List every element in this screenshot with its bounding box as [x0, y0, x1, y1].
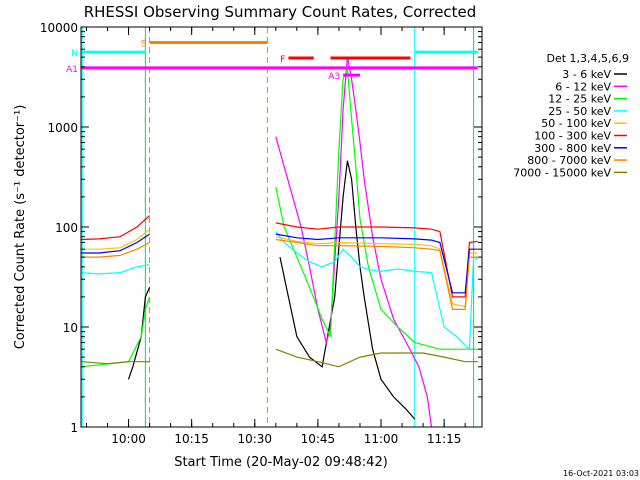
legend-label: 800 - 7000 keV	[527, 154, 611, 167]
legend-label: 50 - 100 keV	[541, 117, 611, 130]
x-tick-label: 11:00	[364, 432, 399, 446]
x-tick-label: 10:15	[174, 432, 209, 446]
legend-label: 100 - 300 keV	[534, 130, 611, 143]
flag-label: A1	[66, 65, 78, 75]
series-line	[275, 68, 478, 350]
legend-header: Det 1,3,4,5,6,9	[546, 52, 629, 65]
y-tick-label: 1000	[47, 121, 78, 135]
x-axis: 10:00 10:15 10:30 10:45 11:00 11:15	[85, 27, 466, 446]
series-line	[81, 241, 150, 258]
series-line	[275, 238, 478, 310]
y-tick-label: 100	[55, 221, 78, 235]
legend-label: 3 - 6 keV	[562, 68, 611, 81]
y-axis: 1 10 100 1000 10000	[40, 21, 482, 435]
legend-label: 12 - 25 keV	[548, 93, 611, 106]
x-tick-label: 10:00	[111, 432, 146, 446]
series-line	[80, 264, 150, 275]
x-axis-label: Start Time (20-May-02 09:48:42)	[174, 455, 388, 470]
plot-area: S N F A1 A3	[66, 27, 479, 428]
legend-label: 6 - 12 keV	[555, 80, 611, 93]
series-line	[80, 361, 150, 365]
y-tick-label: 10	[63, 321, 78, 335]
chart-title: RHESSI Observing Summary Count Rates, Co…	[84, 3, 477, 21]
legend-label: 7000 - 15000 keV	[513, 166, 611, 179]
flag-label: S	[141, 39, 147, 49]
series-line	[80, 215, 151, 241]
y-axis-label: Corrected Count Rate (s⁻¹ detector⁻¹)	[13, 105, 28, 350]
series-line	[275, 348, 478, 368]
flag-label: F	[280, 55, 285, 65]
x-tick-label: 10:45	[301, 432, 336, 446]
series-line	[81, 228, 150, 250]
flag-label: N	[71, 49, 78, 59]
y-tick-label: 1	[70, 421, 78, 435]
footer-timestamp: 16-Oct-2021 03:03	[563, 469, 639, 478]
legend-label: 300 - 800 keV	[534, 142, 611, 155]
y-tick-label: 10000	[40, 21, 78, 35]
series-line	[275, 231, 479, 351]
series-line	[81, 233, 150, 254]
x-tick-label: 11:15	[427, 432, 462, 446]
series-line	[275, 233, 478, 294]
legend-label: 25 - 50 keV	[548, 105, 611, 118]
series-line	[279, 160, 416, 420]
x-tick-label: 10:30	[237, 432, 272, 446]
flag-label: A3	[328, 72, 340, 82]
